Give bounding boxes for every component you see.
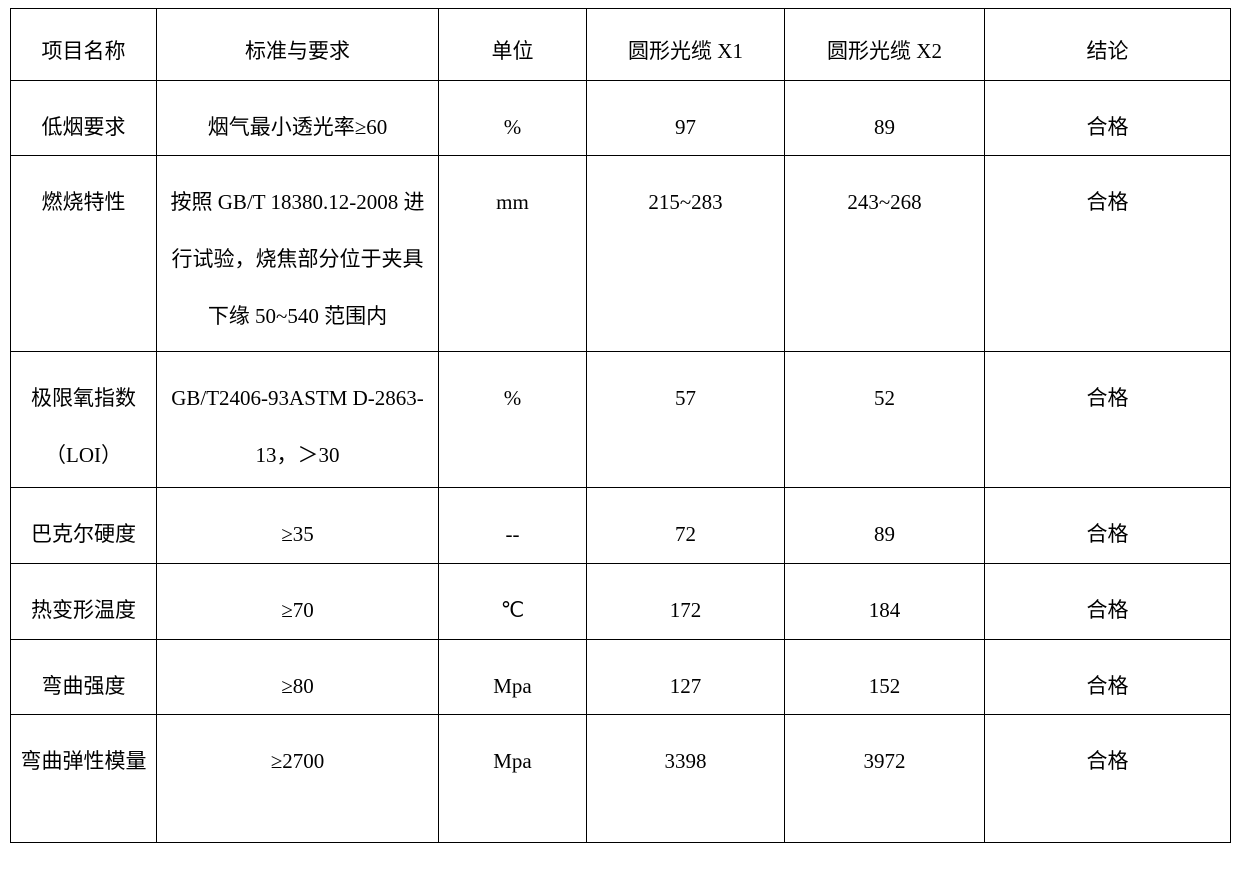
table-header-row: 项目名称 标准与要求 单位 圆形光缆 X1 圆形光缆 X2 结论 — [11, 9, 1231, 81]
cell-unit: -- — [439, 488, 587, 564]
cell-x1: 72 — [587, 488, 785, 564]
cell-unit: % — [439, 80, 587, 156]
cell-unit: Mpa — [439, 639, 587, 715]
spec-table: 项目名称 标准与要求 单位 圆形光缆 X1 圆形光缆 X2 结论 低烟要求 烟气… — [10, 8, 1231, 843]
col-header-x2: 圆形光缆 X2 — [785, 9, 985, 81]
cell-name: 巴克尔硬度 — [11, 488, 157, 564]
col-header-std: 标准与要求 — [157, 9, 439, 81]
cell-result: 合格 — [985, 488, 1231, 564]
col-header-unit: 单位 — [439, 9, 587, 81]
cell-std: 按照 GB/T 18380.12-2008 进行试验，烧焦部分位于夹具下缘 50… — [157, 156, 439, 352]
col-header-x1: 圆形光缆 X1 — [587, 9, 785, 81]
cell-name: 弯曲弹性模量 — [11, 715, 157, 843]
cell-unit: % — [439, 352, 587, 488]
cell-x2: 152 — [785, 639, 985, 715]
cell-x1: 215~283 — [587, 156, 785, 352]
cell-x2: 89 — [785, 488, 985, 564]
cell-unit: Mpa — [439, 715, 587, 843]
cell-std: ≥35 — [157, 488, 439, 564]
cell-unit: mm — [439, 156, 587, 352]
table-row: 巴克尔硬度 ≥35 -- 72 89 合格 — [11, 488, 1231, 564]
cell-std: 烟气最小透光率≥60 — [157, 80, 439, 156]
cell-x2: 243~268 — [785, 156, 985, 352]
cell-result: 合格 — [985, 639, 1231, 715]
cell-name: 极限氧指数（LOI） — [11, 352, 157, 488]
cell-result: 合格 — [985, 80, 1231, 156]
cell-std: ≥80 — [157, 639, 439, 715]
cell-name: 低烟要求 — [11, 80, 157, 156]
cell-x1: 57 — [587, 352, 785, 488]
table-row: 弯曲弹性模量 ≥2700 Mpa 3398 3972 合格 — [11, 715, 1231, 843]
cell-x2: 89 — [785, 80, 985, 156]
table-row: 弯曲强度 ≥80 Mpa 127 152 合格 — [11, 639, 1231, 715]
cell-result: 合格 — [985, 156, 1231, 352]
cell-x1: 127 — [587, 639, 785, 715]
cell-name: 燃烧特性 — [11, 156, 157, 352]
cell-x1: 172 — [587, 564, 785, 640]
cell-x1: 97 — [587, 80, 785, 156]
cell-name: 弯曲强度 — [11, 639, 157, 715]
cell-std: ≥70 — [157, 564, 439, 640]
cell-result: 合格 — [985, 564, 1231, 640]
cell-result: 合格 — [985, 352, 1231, 488]
col-header-name: 项目名称 — [11, 9, 157, 81]
cell-result: 合格 — [985, 715, 1231, 843]
table-row: 低烟要求 烟气最小透光率≥60 % 97 89 合格 — [11, 80, 1231, 156]
cell-x2: 3972 — [785, 715, 985, 843]
table-row: 热变形温度 ≥70 ℃ 172 184 合格 — [11, 564, 1231, 640]
cell-std: ≥2700 — [157, 715, 439, 843]
cell-x2: 184 — [785, 564, 985, 640]
cell-x2: 52 — [785, 352, 985, 488]
cell-std: GB/T2406-93ASTM D-2863-13，＞30 — [157, 352, 439, 488]
cell-name: 热变形温度 — [11, 564, 157, 640]
table-row: 极限氧指数（LOI） GB/T2406-93ASTM D-2863-13，＞30… — [11, 352, 1231, 488]
cell-x1: 3398 — [587, 715, 785, 843]
table-row: 燃烧特性 按照 GB/T 18380.12-2008 进行试验，烧焦部分位于夹具… — [11, 156, 1231, 352]
cell-unit: ℃ — [439, 564, 587, 640]
col-header-result: 结论 — [985, 9, 1231, 81]
